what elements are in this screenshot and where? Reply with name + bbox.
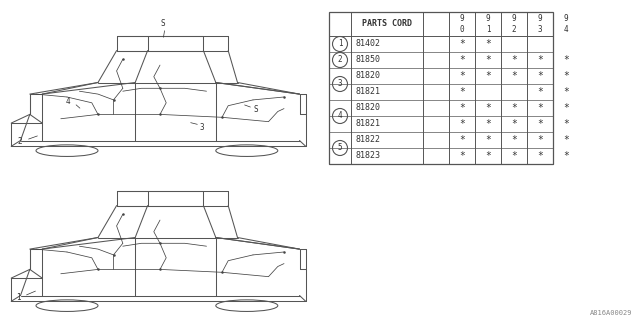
Text: *: * bbox=[511, 71, 517, 81]
Text: 9
4: 9 4 bbox=[564, 14, 568, 34]
Text: 1: 1 bbox=[16, 293, 20, 302]
Text: *: * bbox=[563, 119, 569, 129]
Text: *: * bbox=[459, 119, 465, 129]
Text: *: * bbox=[485, 119, 491, 129]
Text: S: S bbox=[161, 20, 165, 28]
Text: 5: 5 bbox=[338, 143, 342, 153]
Text: 81820: 81820 bbox=[355, 103, 380, 113]
Text: *: * bbox=[459, 71, 465, 81]
Text: 2: 2 bbox=[18, 138, 22, 147]
Text: 9
1: 9 1 bbox=[486, 14, 490, 34]
Text: *: * bbox=[537, 151, 543, 161]
Text: *: * bbox=[459, 135, 465, 145]
Text: 9
3: 9 3 bbox=[538, 14, 542, 34]
Text: *: * bbox=[459, 87, 465, 97]
Text: *: * bbox=[485, 55, 491, 65]
Text: 81821: 81821 bbox=[355, 87, 380, 97]
Text: 81822: 81822 bbox=[355, 135, 380, 145]
Text: 9
0: 9 0 bbox=[460, 14, 464, 34]
Text: *: * bbox=[511, 55, 517, 65]
Text: 81823: 81823 bbox=[355, 151, 380, 161]
Text: *: * bbox=[485, 135, 491, 145]
Text: *: * bbox=[485, 39, 491, 49]
Text: 4: 4 bbox=[66, 98, 70, 107]
Text: *: * bbox=[537, 135, 543, 145]
Text: *: * bbox=[563, 87, 569, 97]
Text: *: * bbox=[537, 71, 543, 81]
Text: *: * bbox=[563, 103, 569, 113]
Text: *: * bbox=[485, 71, 491, 81]
Text: *: * bbox=[537, 119, 543, 129]
Text: 9
2: 9 2 bbox=[512, 14, 516, 34]
Text: *: * bbox=[511, 119, 517, 129]
Text: 1: 1 bbox=[338, 39, 342, 49]
Text: 81820: 81820 bbox=[355, 71, 380, 81]
Text: 4: 4 bbox=[338, 111, 342, 121]
Text: *: * bbox=[459, 39, 465, 49]
Text: *: * bbox=[563, 55, 569, 65]
Text: *: * bbox=[459, 151, 465, 161]
Text: *: * bbox=[563, 135, 569, 145]
Text: *: * bbox=[511, 103, 517, 113]
Bar bbox=[329, 12, 553, 164]
Text: *: * bbox=[459, 103, 465, 113]
Text: *: * bbox=[459, 55, 465, 65]
Text: *: * bbox=[511, 135, 517, 145]
Text: *: * bbox=[511, 151, 517, 161]
Text: A816A00029: A816A00029 bbox=[589, 310, 632, 316]
Text: *: * bbox=[485, 151, 491, 161]
Text: *: * bbox=[563, 151, 569, 161]
Text: *: * bbox=[537, 87, 543, 97]
Text: *: * bbox=[537, 103, 543, 113]
Text: *: * bbox=[563, 71, 569, 81]
Text: 3: 3 bbox=[338, 79, 342, 89]
Text: 2: 2 bbox=[338, 55, 342, 65]
Text: *: * bbox=[485, 103, 491, 113]
Text: 81402: 81402 bbox=[355, 39, 380, 49]
Text: 81850: 81850 bbox=[355, 55, 380, 65]
Text: *: * bbox=[537, 55, 543, 65]
Text: 3: 3 bbox=[200, 123, 204, 132]
Text: S: S bbox=[253, 106, 259, 115]
Text: PARTS CORD: PARTS CORD bbox=[362, 20, 412, 28]
Text: 81821: 81821 bbox=[355, 119, 380, 129]
